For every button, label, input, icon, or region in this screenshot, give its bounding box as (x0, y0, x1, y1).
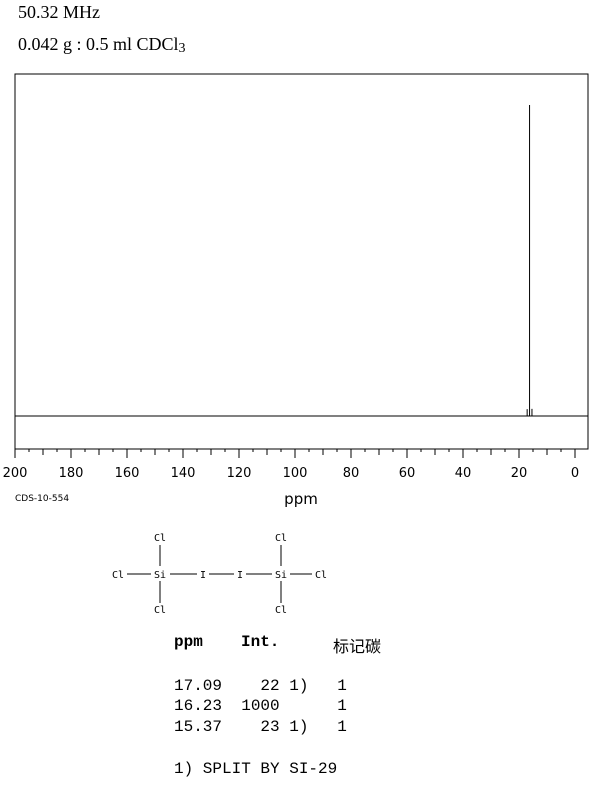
x-axis-tick-labels: 200 180 160 140 120 100 80 60 40 20 0 (3, 466, 580, 481)
atom-i: I (200, 570, 206, 581)
header-ppm: ppm (174, 633, 203, 651)
x-tick-label: 0 (571, 466, 579, 481)
x-tick-label: 20 (511, 466, 528, 481)
x-tick-label: 80 (343, 466, 360, 481)
atom-si: Si (154, 570, 166, 581)
x-axis-ticks (14, 449, 576, 458)
atom-cl: Cl (315, 570, 327, 581)
x-tick-label: 120 (227, 466, 252, 481)
table-row: 15.37 23 1) 1 (174, 718, 347, 736)
x-axis-label: ppm (284, 490, 318, 508)
plot-frame (14, 73, 589, 450)
spectrum-id: CDS-10-554 (15, 494, 70, 504)
atom-cl: Cl (154, 605, 166, 616)
x-tick-label: 140 (171, 466, 196, 481)
x-tick-label: 40 (455, 466, 472, 481)
atom-i: I (237, 570, 243, 581)
atom-si: Si (275, 570, 287, 581)
atom-cl: Cl (154, 533, 166, 544)
sample-subscript: 3 (178, 41, 186, 56)
x-tick-label: 160 (115, 466, 140, 481)
spectrometer-frequency: 50.32 MHz (18, 2, 100, 22)
header-assignment: 标记碳 (333, 637, 382, 656)
peaks-group (526, 105, 533, 416)
header-int: Int. (241, 633, 280, 651)
x-tick-label: 200 (3, 466, 28, 481)
table-row: 17.09 22 1) 1 (174, 677, 347, 695)
sample-text: 0.042 g : 0.5 ml CDCl (18, 34, 179, 54)
x-tick-label: 100 (283, 466, 308, 481)
footnote: 1) SPLIT BY SI-29 (174, 760, 338, 778)
molecule-structure: Cl Cl Si I I Si Cl Cl Cl Cl (112, 533, 327, 616)
atom-cl: Cl (275, 605, 287, 616)
x-tick-label: 180 (59, 466, 84, 481)
sample-description: 0.042 g : 0.5 ml CDCl3 (18, 34, 186, 56)
x-tick-label: 60 (399, 466, 416, 481)
atom-cl: Cl (275, 533, 287, 544)
atom-cl: Cl (112, 570, 124, 581)
table-row: 16.23 1000 1 (174, 697, 347, 715)
nmr-spectrum-chart: 200 180 160 140 120 100 80 60 40 20 0 ppm (3, 73, 589, 508)
